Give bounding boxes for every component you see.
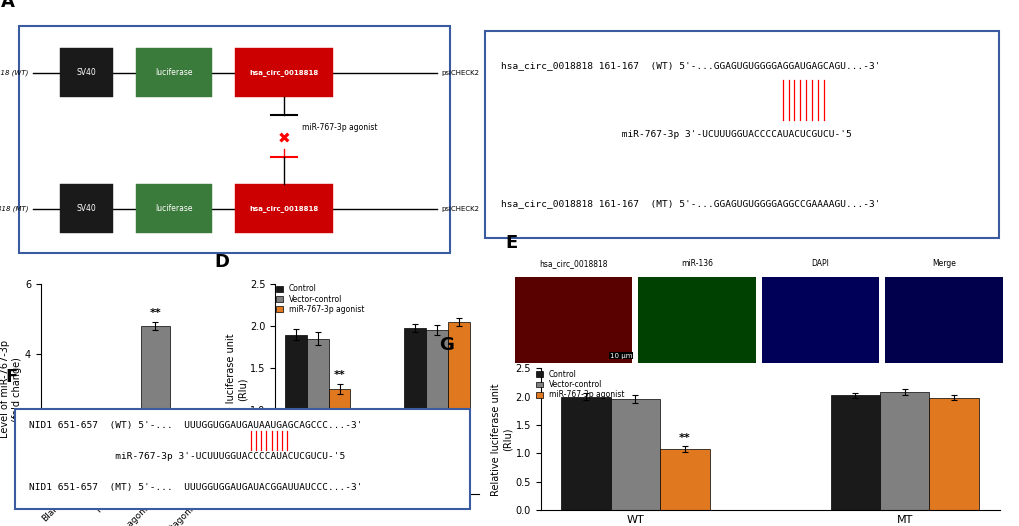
Text: Merge: Merge [931, 259, 955, 268]
Text: hsa_circ_0018818 (MT): hsa_circ_0018818 (MT) [0, 205, 29, 212]
Y-axis label: Level of miR-767-3p
(fold change): Level of miR-767-3p (fold change) [0, 340, 22, 438]
FancyBboxPatch shape [761, 277, 878, 363]
Text: miR-767-3p 3'-UCUUUGGUACCCCAUACUCGUCU-'5: miR-767-3p 3'-UCUUUGGUACCCCAUACUCGUCU-'5 [500, 130, 851, 139]
Text: DAPI: DAPI [811, 259, 828, 268]
Text: psiCHECK2: psiCHECK2 [440, 206, 479, 211]
Text: hsa_circ_0018818: hsa_circ_0018818 [249, 69, 318, 76]
Text: hsa_circ_0018818: hsa_circ_0018818 [539, 259, 607, 268]
Text: luciferase: luciferase [155, 204, 193, 213]
Y-axis label: Relative luciferase unit
(Rlu): Relative luciferase unit (Rlu) [490, 383, 513, 495]
Bar [829, 396, 879, 510]
Legend: Control, Vector-control, miR-767-3p agonist: Control, Vector-control, miR-767-3p agon… [535, 369, 625, 400]
Text: **: ** [333, 370, 345, 380]
Text: G: G [439, 336, 454, 354]
Bar [447, 322, 470, 494]
Text: F: F [5, 368, 17, 386]
Text: **: ** [150, 308, 161, 318]
Text: luciferase: luciferase [155, 68, 193, 77]
Text: NID1 651-657  (MT) 5'-...  UUUGGUGGAUGAUACGGAUUAUCCC...-3': NID1 651-657 (MT) 5'-... UUUGGUGGAUGAUAC… [29, 483, 362, 492]
Text: SV40: SV40 [76, 68, 96, 77]
Bar [404, 328, 426, 494]
Bar [49, 459, 78, 494]
Legend: Control, Vector-control, miR-767-3p agonist: Control, Vector-control, miR-767-3p agon… [275, 284, 365, 315]
Bar [95, 459, 124, 494]
FancyBboxPatch shape [484, 31, 999, 238]
Bar [879, 392, 928, 510]
Bar [141, 326, 170, 494]
Text: miR-767-3p 3'-UCUUUGGUACCCCAUACUCGUCU-'5: miR-767-3p 3'-UCUUUGGUACCCCAUACUCGUCU-'5 [29, 452, 344, 461]
Text: hsa_circ_0018818 161-167  (WT) 5'-...GGAGUGUGGGGAGGAUGAGCAGU...-3': hsa_circ_0018818 161-167 (WT) 5'-...GGAG… [500, 60, 879, 70]
Text: hsa_circ_0018818 161-167  (MT) 5'-...GGAGUGUGGGGAGGCCGAAAAGU...-3': hsa_circ_0018818 161-167 (MT) 5'-...GGAG… [500, 199, 879, 208]
Text: **: ** [195, 477, 207, 487]
Bar [610, 399, 659, 510]
Bar [186, 492, 216, 494]
FancyBboxPatch shape [515, 277, 632, 363]
Bar [426, 330, 447, 494]
Text: E: E [504, 235, 517, 252]
Bar [560, 397, 610, 510]
Text: hsa_circ_0018818 (WT): hsa_circ_0018818 (WT) [0, 69, 29, 76]
Text: ✖: ✖ [277, 132, 290, 147]
FancyBboxPatch shape [19, 26, 449, 253]
Text: NID1 651-657  (WT) 5'-...  UUUGGUGGAUGAUAAUGAGCAGCCC...-3': NID1 651-657 (WT) 5'-... UUUGGUGGAUGAUAA… [29, 421, 362, 430]
Text: 10 μm: 10 μm [609, 353, 632, 359]
Text: hsa_circ_0018818: hsa_circ_0018818 [249, 205, 318, 212]
Text: A: A [1, 0, 15, 11]
FancyBboxPatch shape [234, 48, 333, 97]
FancyBboxPatch shape [234, 184, 333, 234]
FancyBboxPatch shape [15, 409, 470, 509]
Bar [284, 335, 307, 494]
FancyBboxPatch shape [884, 277, 1002, 363]
FancyBboxPatch shape [136, 184, 212, 234]
Y-axis label: Relative luciferase unit
(Rlu): Relative luciferase unit (Rlu) [225, 333, 248, 446]
Text: B: B [474, 0, 487, 4]
FancyBboxPatch shape [59, 48, 113, 97]
FancyBboxPatch shape [136, 48, 212, 97]
FancyBboxPatch shape [638, 277, 755, 363]
FancyBboxPatch shape [59, 184, 113, 234]
Text: SV40: SV40 [76, 204, 96, 213]
Bar [307, 339, 328, 494]
Text: miR-767-3p agonist: miR-767-3p agonist [302, 123, 377, 132]
Text: **: ** [679, 433, 690, 443]
Bar [659, 449, 709, 510]
Bar [328, 389, 351, 494]
Text: miR-136: miR-136 [681, 259, 712, 268]
Text: psiCHECK2: psiCHECK2 [440, 69, 479, 76]
Text: D: D [214, 254, 229, 271]
Bar [928, 398, 978, 510]
